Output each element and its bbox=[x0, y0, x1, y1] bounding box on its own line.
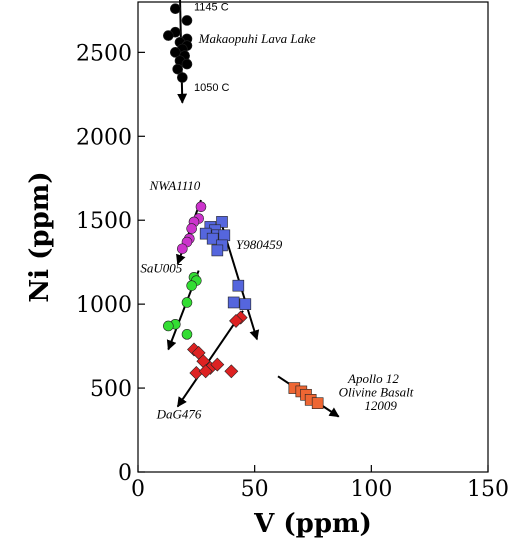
data-point bbox=[195, 201, 207, 213]
annotation-label: DaG476 bbox=[156, 406, 202, 421]
data-point bbox=[311, 397, 324, 409]
annotation-label: Y980459 bbox=[236, 237, 283, 252]
data-point bbox=[211, 244, 224, 257]
data-point bbox=[186, 280, 197, 291]
x-tick-label: 0 bbox=[131, 477, 145, 502]
annotation-label: 1145 C bbox=[194, 1, 229, 13]
data-point bbox=[170, 3, 181, 15]
data-point bbox=[181, 58, 193, 70]
annotation-label: NWA1110 bbox=[149, 178, 201, 193]
trend-arrow bbox=[176, 310, 244, 408]
data-point bbox=[206, 232, 219, 245]
data-point bbox=[163, 30, 174, 41]
x-tick-label: 50 bbox=[241, 477, 269, 502]
data-point bbox=[177, 243, 188, 255]
y-tick-label: 1500 bbox=[76, 209, 132, 234]
data-point bbox=[239, 298, 252, 310]
plot-frame bbox=[137, 1, 489, 473]
data-point bbox=[163, 320, 174, 332]
data-point bbox=[181, 15, 193, 26]
annotation-label: 12009 bbox=[364, 398, 397, 413]
data-point bbox=[232, 279, 245, 292]
data-point bbox=[177, 72, 188, 83]
annotation-label: SaU005 bbox=[140, 260, 182, 275]
data-point bbox=[229, 314, 243, 328]
y-tick-label: 1000 bbox=[76, 293, 132, 318]
data-point bbox=[186, 223, 197, 234]
data-point bbox=[170, 47, 181, 58]
data-point bbox=[216, 216, 228, 228]
x-axis-title: V (ppm) bbox=[253, 509, 372, 539]
data-point bbox=[227, 296, 240, 309]
y-axis-title: Ni (ppm) bbox=[25, 171, 55, 302]
data-point bbox=[218, 229, 231, 242]
data-point bbox=[210, 357, 225, 372]
annotations: 1145 C Makaopuhi Lava Lake 1050 C NWA1110 Y9… bbox=[140, 1, 413, 421]
annotation-label: Olivine Basalt bbox=[339, 384, 414, 399]
y-tick-label: 0 bbox=[118, 461, 132, 486]
y-tick-label: 500 bbox=[90, 377, 132, 402]
data-point bbox=[172, 63, 183, 75]
data-point bbox=[181, 329, 193, 340]
annotation-label: 1050 C bbox=[194, 82, 230, 94]
data-point bbox=[224, 364, 239, 379]
y-tick-label: 2500 bbox=[76, 41, 132, 66]
y-tick-label: 2000 bbox=[76, 125, 132, 150]
data-point bbox=[181, 297, 193, 308]
annotation-label: Makaopuhi Lava Lake bbox=[198, 31, 316, 46]
x-tick-label: 100 bbox=[350, 477, 392, 502]
annotation-label: Apollo 12 bbox=[347, 371, 399, 386]
x-tick-label: 150 bbox=[467, 477, 509, 502]
data-points bbox=[163, 3, 324, 409]
data-point bbox=[198, 364, 213, 379]
